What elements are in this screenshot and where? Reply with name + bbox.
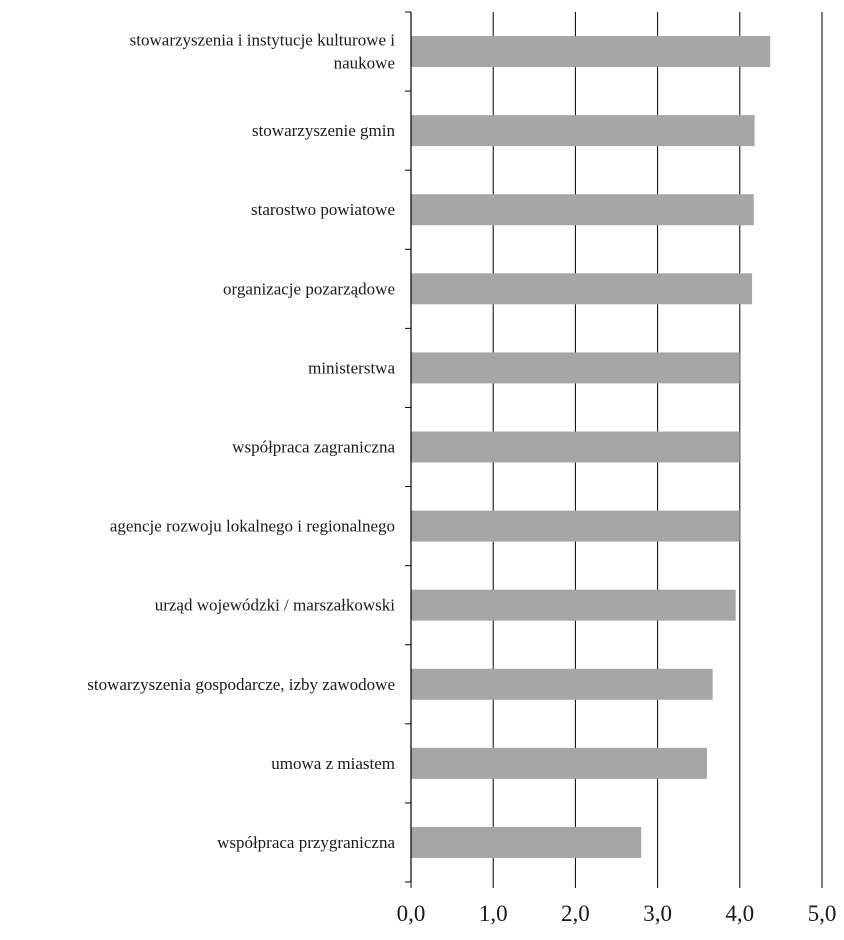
category-label: ministerstwa	[308, 358, 395, 377]
bar	[411, 826, 642, 858]
category-label: starostwo powiatowe	[251, 200, 395, 219]
x-tick-label: 0,0	[397, 901, 426, 926]
category-label: stowarzyszenia gospodarcze, izby zawodow…	[87, 675, 395, 694]
bar	[411, 431, 740, 463]
bar	[411, 510, 740, 542]
bar	[411, 589, 736, 621]
bar	[411, 352, 740, 384]
bar	[411, 36, 771, 68]
x-tick-label: 3,0	[643, 901, 672, 926]
category-label: stowarzyszenie gmin	[252, 121, 396, 140]
bar	[411, 115, 755, 147]
bar	[411, 668, 713, 700]
x-tick-label: 4,0	[725, 901, 754, 926]
category-label: naukowe	[334, 54, 395, 73]
category-label: współpraca przygraniczna	[217, 833, 395, 852]
bar	[411, 273, 753, 305]
bar	[411, 194, 754, 226]
category-label: organizacje pozarządowe	[223, 279, 395, 298]
category-label: agencje rozwoju lokalnego i regionalnego	[110, 517, 395, 536]
x-tick-labels: 0,0 1,0 2,0 3,0 4,0 5,0	[397, 901, 837, 926]
category-label: urząd wojewódzki / marszałkowski	[155, 596, 396, 615]
x-tick-label: 5,0	[808, 901, 837, 926]
bar	[411, 747, 707, 779]
category-label: umowa z miastem	[271, 754, 395, 773]
x-tick-label: 2,0	[561, 901, 590, 926]
category-label: współpraca zagraniczna	[232, 438, 395, 457]
category-label: stowarzyszenia i instytucje kulturowe i	[130, 31, 396, 50]
category-labels: stowarzyszenia i instytucje kulturowe i n…	[87, 31, 395, 852]
bars	[411, 36, 771, 858]
axes	[405, 11, 823, 888]
x-tick-label: 1,0	[479, 901, 508, 926]
